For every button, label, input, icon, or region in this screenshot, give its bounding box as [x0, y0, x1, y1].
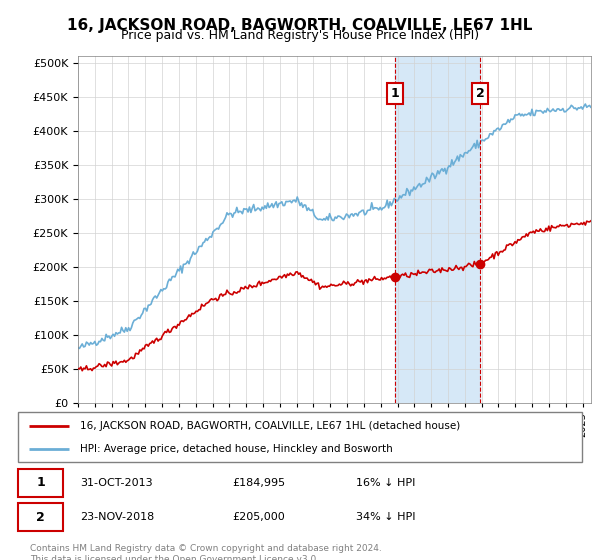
Bar: [395, 56, 480, 403]
Text: 16, JACKSON ROAD, BAGWORTH, COALVILLE, LE67 1HL: 16, JACKSON ROAD, BAGWORTH, COALVILLE, L…: [67, 18, 533, 33]
Text: 2: 2: [476, 87, 484, 100]
Text: Contains HM Land Registry data © Crown copyright and database right 2024.
This d: Contains HM Land Registry data © Crown c…: [30, 544, 382, 560]
Text: £184,995: £184,995: [232, 478, 286, 488]
Text: 1: 1: [391, 87, 399, 100]
Text: 16, JACKSON ROAD, BAGWORTH, COALVILLE, LE67 1HL (detached house): 16, JACKSON ROAD, BAGWORTH, COALVILLE, L…: [80, 421, 460, 431]
Text: 16% ↓ HPI: 16% ↓ HPI: [356, 478, 416, 488]
Text: 31-OCT-2013: 31-OCT-2013: [80, 478, 152, 488]
FancyBboxPatch shape: [18, 503, 63, 531]
FancyBboxPatch shape: [18, 469, 63, 497]
Text: HPI: Average price, detached house, Hinckley and Bosworth: HPI: Average price, detached house, Hinc…: [80, 445, 393, 454]
FancyBboxPatch shape: [18, 412, 582, 462]
Text: 34% ↓ HPI: 34% ↓ HPI: [356, 512, 416, 522]
Text: Price paid vs. HM Land Registry's House Price Index (HPI): Price paid vs. HM Land Registry's House …: [121, 29, 479, 42]
Text: 2: 2: [36, 511, 45, 524]
Text: £205,000: £205,000: [232, 512, 285, 522]
Text: 23-NOV-2018: 23-NOV-2018: [80, 512, 154, 522]
Text: 1: 1: [36, 477, 45, 489]
